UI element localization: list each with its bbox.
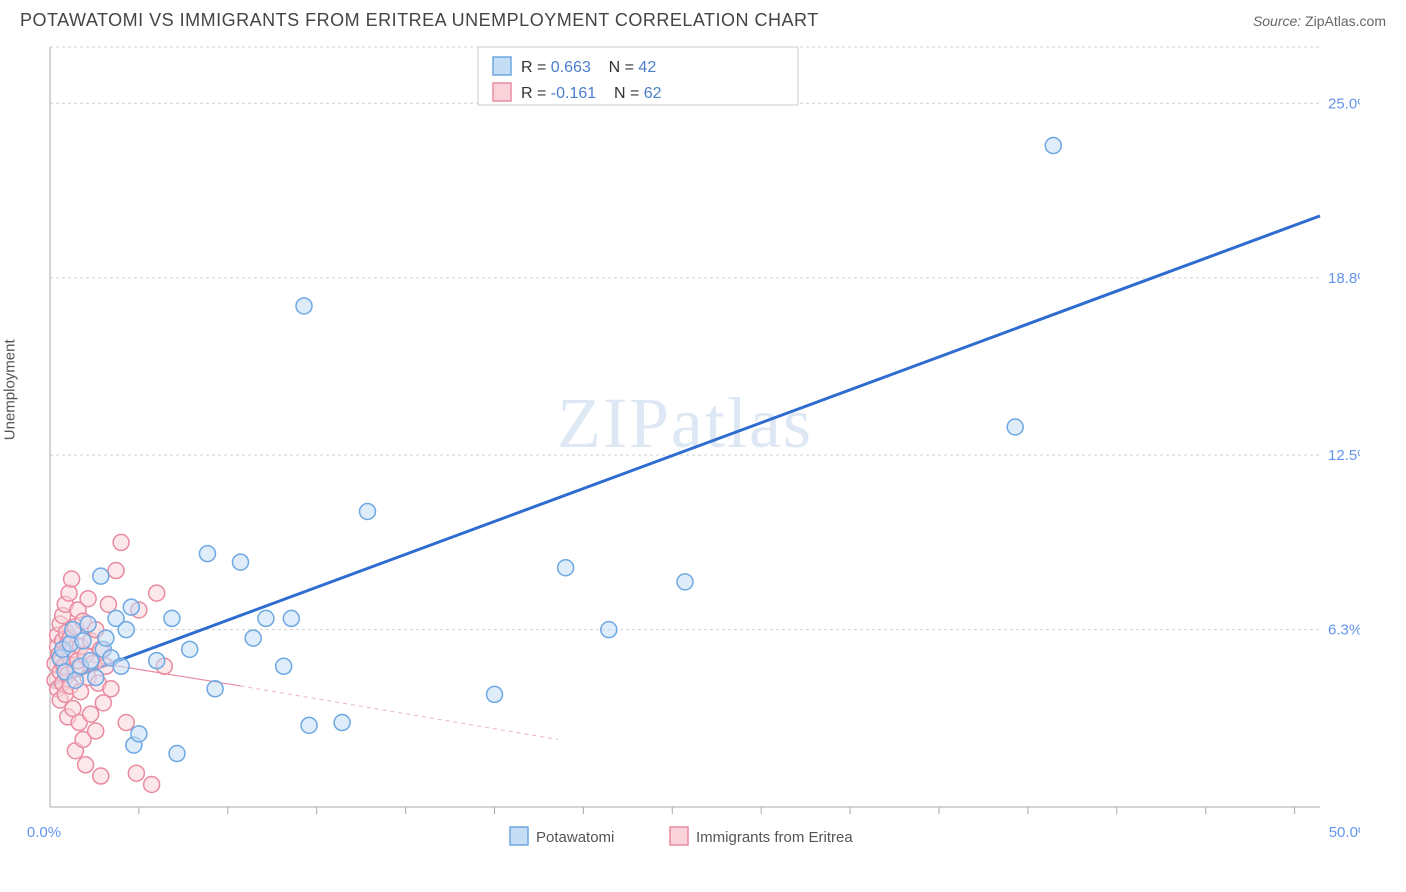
correlation-scatter-chart: 6.3%12.5%18.8%25.0%0.0%50.0%ZIPatlasR = … <box>20 37 1360 887</box>
y-axis-label: Unemployment <box>2 339 19 440</box>
svg-text:25.0%: 25.0% <box>1328 95 1360 112</box>
svg-text:Immigrants from Eritrea: Immigrants from Eritrea <box>696 829 853 846</box>
svg-text:R = -0.161 N = 62: R = -0.161 N = 62 <box>521 85 662 102</box>
svg-text:R = 0.663 N = 42: R = 0.663 N = 42 <box>521 59 656 76</box>
svg-text:6.3%: 6.3% <box>1328 622 1360 639</box>
svg-text:50.0%: 50.0% <box>1329 824 1360 841</box>
source-attribution: Source: ZipAtlas.com <box>1253 13 1386 29</box>
svg-text:0.0%: 0.0% <box>27 824 61 841</box>
source-label: Source: <box>1253 13 1301 29</box>
svg-text:12.5%: 12.5% <box>1328 447 1360 464</box>
source-value: ZipAtlas.com <box>1305 13 1386 29</box>
svg-text:Potawatomi: Potawatomi <box>536 829 614 846</box>
chart-title: POTAWATOMI VS IMMIGRANTS FROM ERITREA UN… <box>20 10 819 31</box>
svg-text:18.8%: 18.8% <box>1328 270 1360 287</box>
